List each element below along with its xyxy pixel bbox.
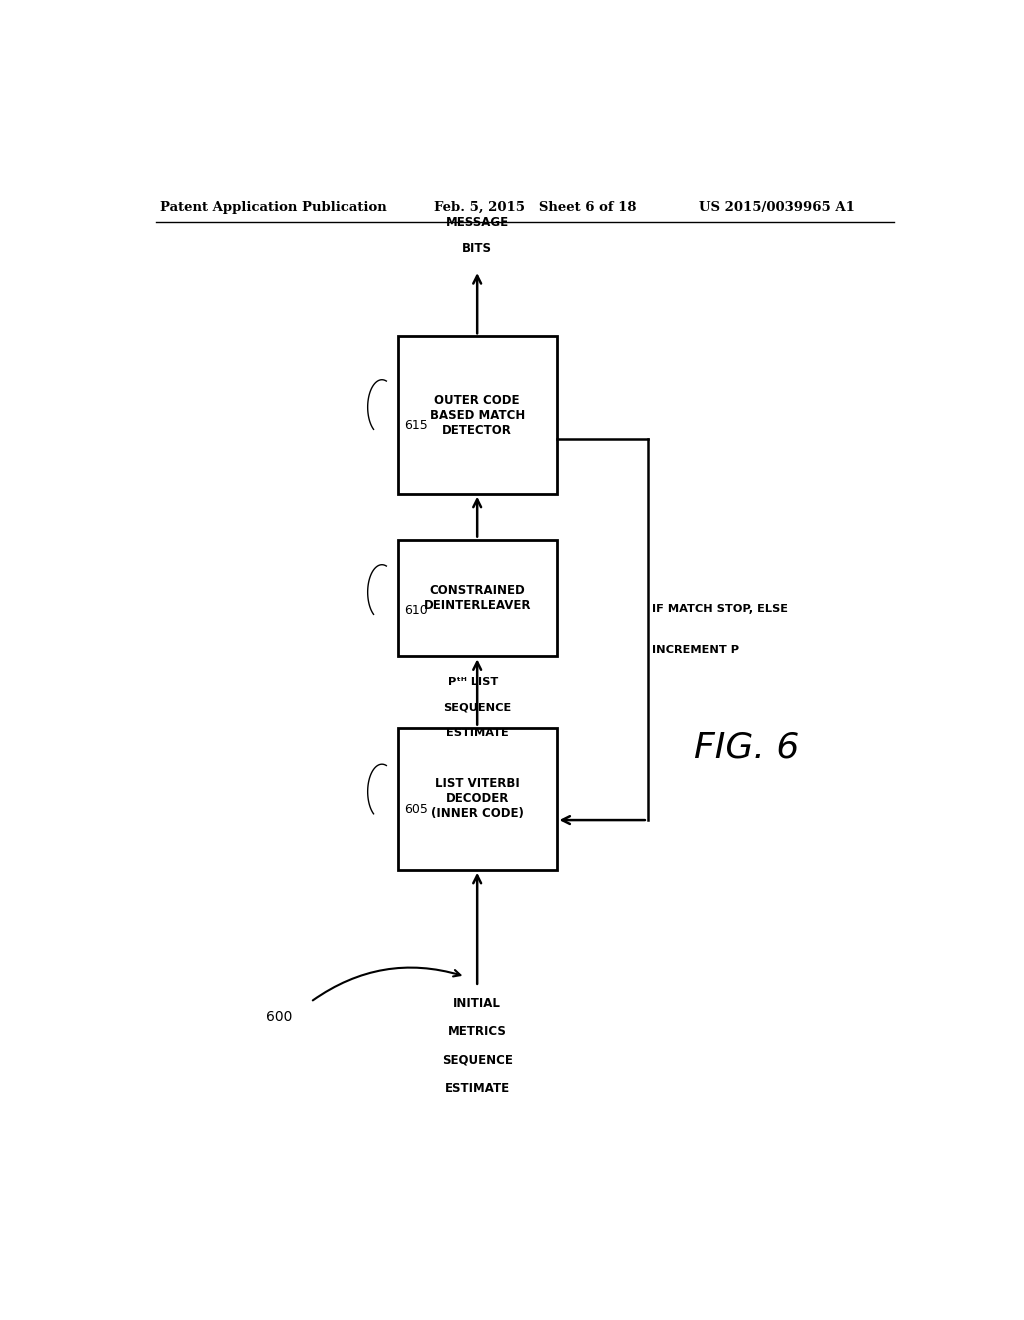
Text: INITIAL: INITIAL (454, 997, 501, 1010)
Bar (397, 540, 557, 656)
Text: BITS: BITS (462, 242, 493, 255)
Text: FIG. 6: FIG. 6 (694, 731, 800, 764)
Text: IF MATCH STOP, ELSE: IF MATCH STOP, ELSE (652, 605, 787, 614)
Text: 600: 600 (265, 1010, 292, 1024)
Text: 605: 605 (404, 804, 428, 816)
Text: OUTER CODE
BASED MATCH
DETECTOR: OUTER CODE BASED MATCH DETECTOR (429, 393, 525, 437)
Text: US 2015/0039965 A1: US 2015/0039965 A1 (699, 201, 855, 214)
Text: ESTIMATE: ESTIMATE (444, 1082, 510, 1096)
Text: CONSTRAINED
DEINTERLEAVER: CONSTRAINED DEINTERLEAVER (424, 583, 530, 612)
Bar (397, 727, 557, 870)
Text: SEQUENCE: SEQUENCE (441, 1053, 513, 1067)
Text: Pᵗᴴ LIST: Pᵗᴴ LIST (449, 677, 499, 686)
Text: METRICS: METRICS (447, 1026, 507, 1039)
Text: INCREMENT P: INCREMENT P (652, 644, 739, 655)
Text: LIST VITERBI
DECODER
(INNER CODE): LIST VITERBI DECODER (INNER CODE) (431, 777, 523, 820)
Text: 615: 615 (404, 418, 428, 432)
Text: MESSAGE: MESSAGE (445, 216, 509, 230)
Text: Patent Application Publication: Patent Application Publication (160, 201, 386, 214)
Bar (397, 337, 557, 494)
Text: 610: 610 (404, 605, 428, 616)
Text: Feb. 5, 2015   Sheet 6 of 18: Feb. 5, 2015 Sheet 6 of 18 (433, 201, 636, 214)
Text: ESTIMATE: ESTIMATE (445, 729, 509, 738)
Text: SEQUENCE: SEQUENCE (443, 702, 511, 713)
